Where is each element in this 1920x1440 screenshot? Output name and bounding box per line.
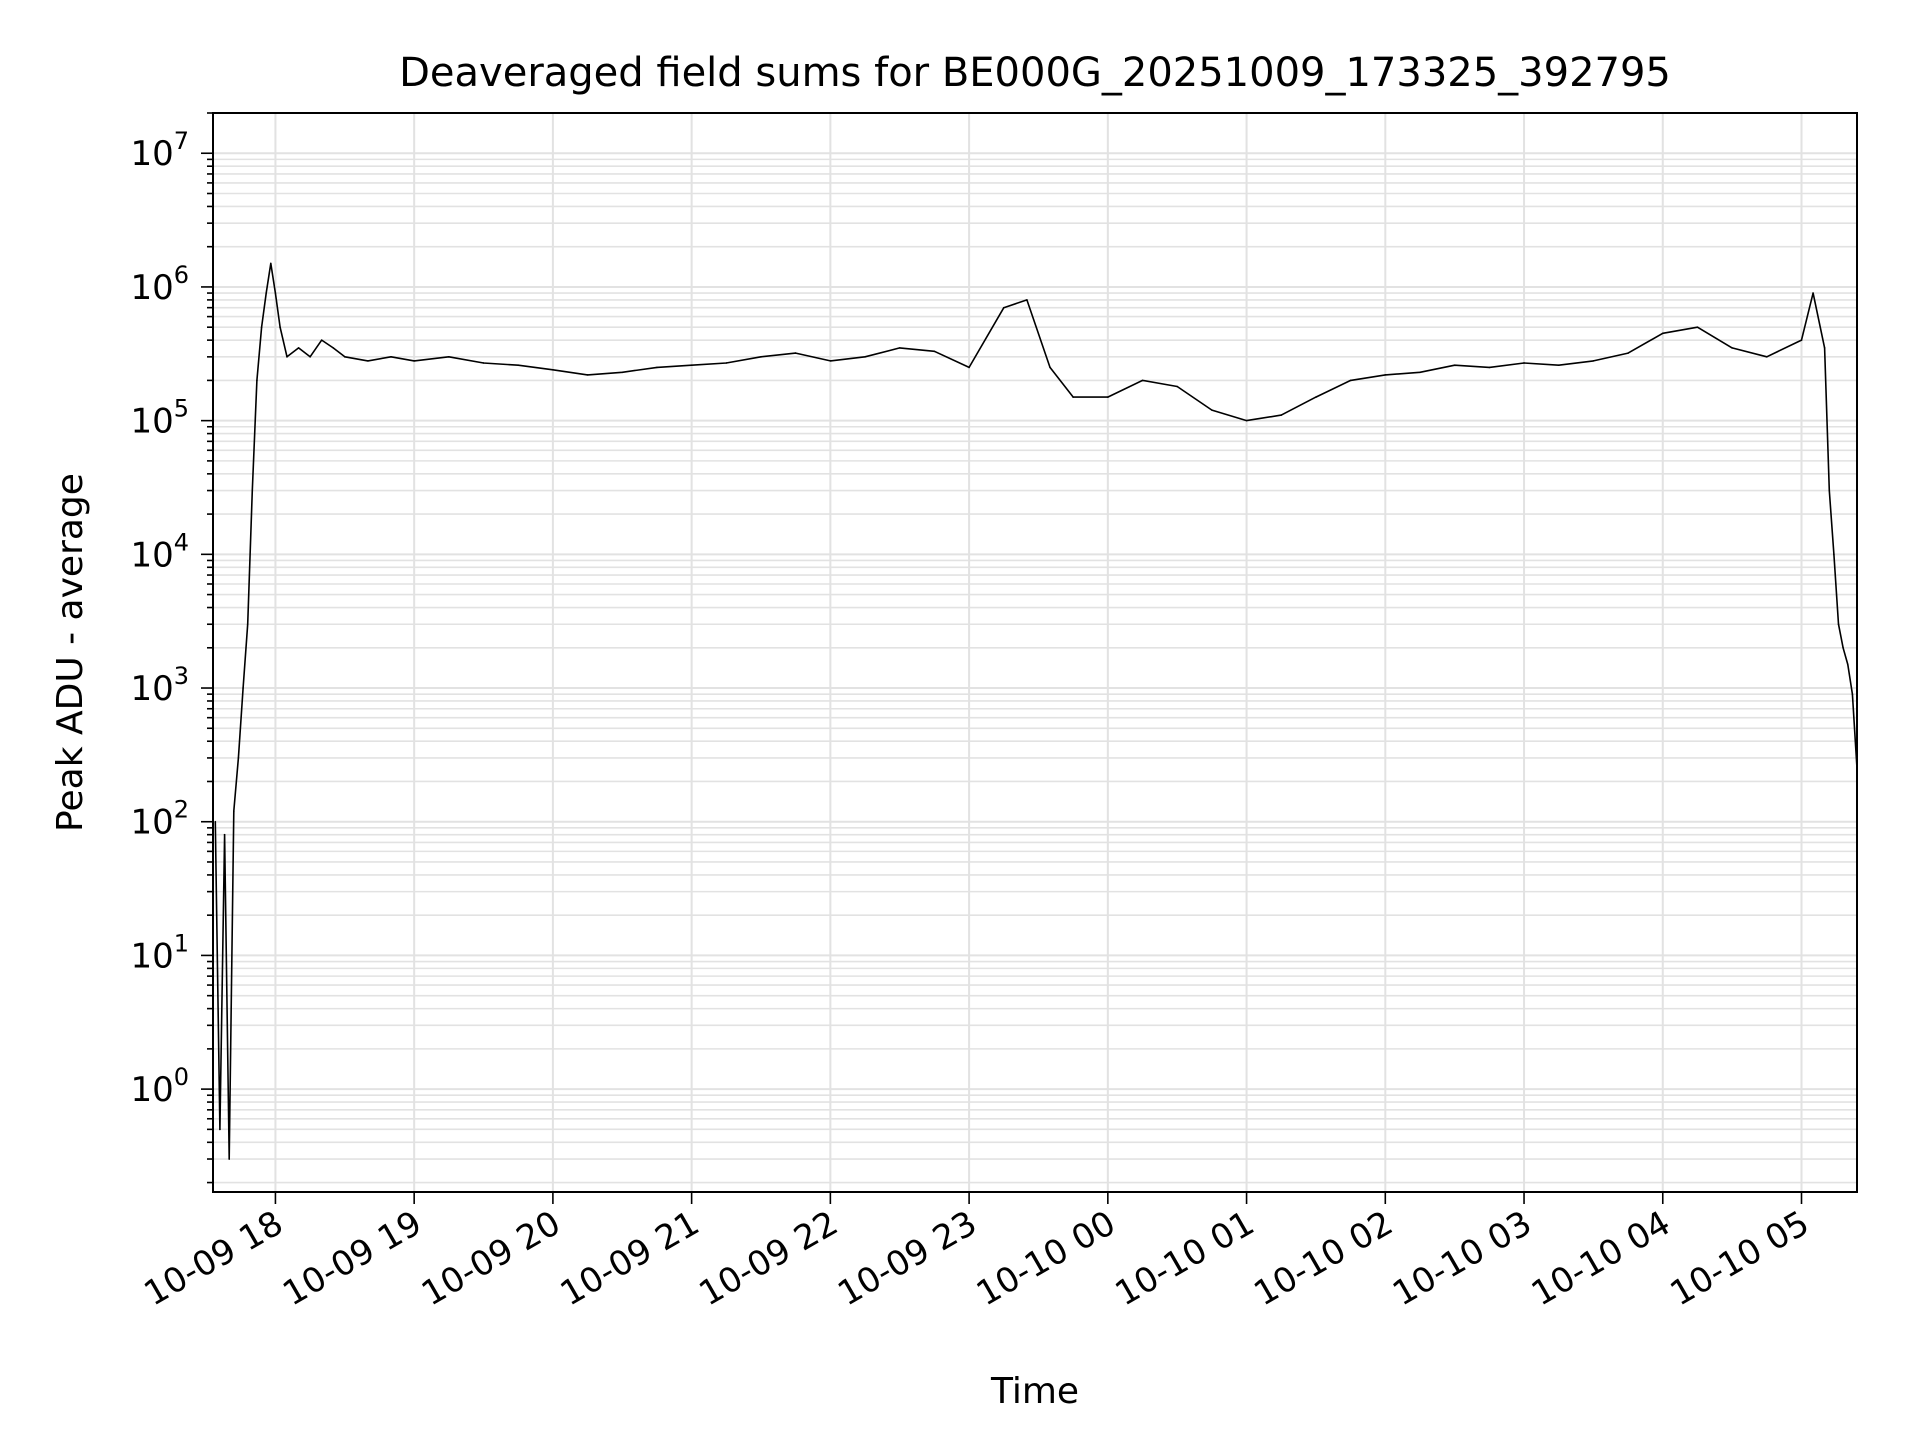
data-point	[223, 833, 226, 836]
x-axis-label: Time	[990, 1371, 1079, 1412]
data-point	[237, 757, 240, 759]
data-point	[413, 360, 415, 362]
data-point	[256, 379, 258, 382]
data-point	[219, 1128, 221, 1131]
data-point	[1837, 623, 1840, 626]
data-point	[1828, 489, 1831, 492]
data-point	[343, 356, 346, 358]
data-point	[1842, 646, 1844, 649]
data-point	[242, 687, 244, 689]
data-point	[1696, 326, 1699, 328]
data-point	[251, 489, 254, 492]
data-point	[1627, 352, 1629, 354]
grid	[213, 112, 1857, 1192]
data-point	[829, 360, 832, 362]
data-point	[1523, 362, 1525, 364]
data-point	[968, 366, 970, 369]
data-point	[1661, 332, 1664, 335]
chart-title: Deaveraged field sums for BE000G_2025100…	[399, 50, 1671, 96]
y-tick-label: 104	[130, 528, 189, 575]
data-point	[517, 364, 520, 366]
y-tick-label: 106	[130, 261, 189, 308]
data-point	[1384, 374, 1387, 376]
data-point	[1176, 385, 1179, 388]
data-point	[1800, 339, 1803, 341]
data-point	[228, 1158, 230, 1160]
data-point	[367, 360, 369, 362]
data-point	[320, 339, 323, 341]
data-point	[1315, 396, 1317, 398]
data-point	[1851, 693, 1854, 695]
y-axis-label: Peak ADU - average	[50, 473, 91, 832]
data-point	[690, 364, 693, 366]
data-point	[279, 326, 281, 328]
data-point	[1349, 379, 1352, 382]
y-tick-label: 101	[130, 929, 189, 976]
data-point	[297, 347, 300, 349]
data-point	[586, 374, 589, 376]
data-point	[309, 356, 311, 358]
axes-frame	[212, 112, 1858, 1193]
y-tick-label: 103	[130, 662, 189, 709]
y-tick-label: 105	[130, 395, 189, 442]
data-point	[448, 356, 450, 358]
data-point	[1141, 379, 1144, 382]
data-point	[390, 356, 392, 358]
data-point	[1107, 396, 1109, 398]
series-line-0	[214, 262, 1857, 1160]
data-point	[1072, 396, 1074, 398]
data-point	[621, 371, 624, 374]
data-point	[1846, 663, 1849, 666]
data-point	[1280, 414, 1283, 416]
data-point	[1245, 419, 1248, 422]
data-point	[246, 623, 249, 626]
data-point	[1592, 360, 1595, 362]
y-tick-label: 107	[130, 127, 189, 174]
data-point	[286, 356, 288, 358]
data-point	[1419, 371, 1421, 374]
data-point	[265, 292, 267, 294]
data-point	[482, 362, 485, 364]
data-point	[1211, 409, 1213, 411]
data-point	[725, 362, 728, 364]
data-point	[214, 820, 217, 823]
y-tick-label: 102	[130, 796, 189, 843]
data-point	[1812, 292, 1814, 294]
y-tick-label: 100	[130, 1063, 189, 1110]
data-point	[1488, 366, 1491, 369]
data-point	[794, 352, 797, 354]
data-point	[233, 810, 235, 812]
data-point	[270, 262, 272, 265]
data-point	[1731, 347, 1733, 349]
data-point	[656, 366, 658, 369]
y-axis-ticks: 100 101 102 103 104 105 106 107	[130, 112, 213, 1184]
data-point	[1002, 306, 1005, 309]
data-point	[760, 356, 762, 358]
data-point	[1453, 364, 1456, 366]
data-point	[332, 347, 335, 349]
data-point	[260, 326, 263, 328]
data-point	[1557, 364, 1560, 366]
data-point	[898, 347, 901, 349]
plot-area	[214, 262, 1857, 1160]
data-point	[1766, 356, 1768, 358]
data-point	[1833, 553, 1835, 556]
data-point	[274, 292, 277, 294]
data-point	[933, 350, 936, 353]
data-point	[1823, 347, 1826, 349]
data-point	[1026, 299, 1028, 301]
data-point	[1049, 366, 1051, 369]
data-point	[552, 369, 554, 371]
data-point	[864, 356, 866, 358]
